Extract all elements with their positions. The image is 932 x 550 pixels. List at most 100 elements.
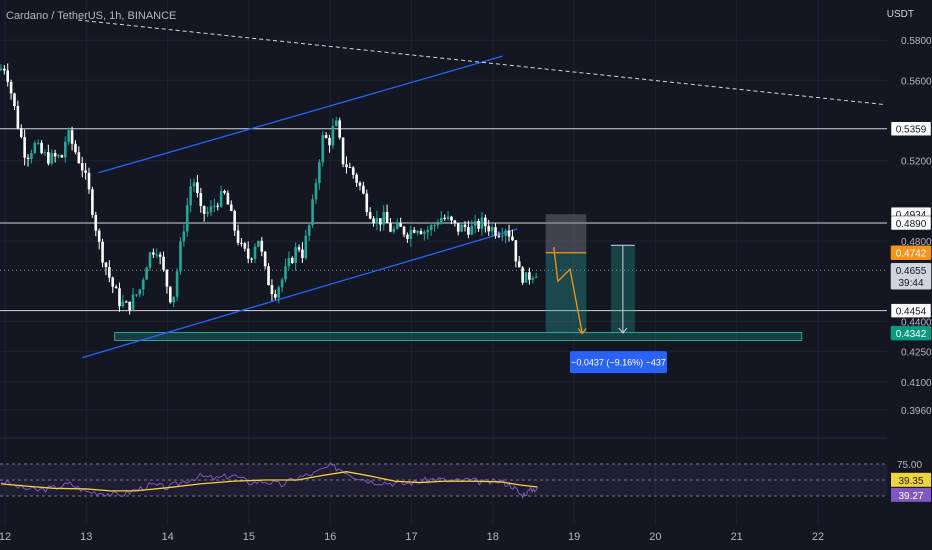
rsi-value-tag <box>891 487 931 502</box>
candle-body <box>484 217 487 227</box>
candle-body <box>348 167 352 169</box>
candle-body <box>284 266 287 280</box>
candle-body <box>233 210 236 231</box>
candle-body <box>94 214 98 231</box>
short-position-tool[interactable] <box>545 214 587 335</box>
candle-body <box>440 217 443 224</box>
support-zone-box <box>114 332 803 342</box>
candle-body <box>257 240 260 247</box>
time-tick-label: 13 <box>80 531 92 543</box>
candle-body <box>274 294 277 298</box>
candle-body <box>304 235 308 258</box>
candle-body <box>351 167 355 175</box>
candle-body <box>13 93 16 107</box>
candle-body <box>480 217 484 229</box>
candle-body <box>297 247 301 250</box>
price-tick-label: 0.5200 <box>901 157 932 168</box>
candle-body <box>118 288 121 307</box>
price-tag-target <box>890 325 932 341</box>
rsi-value: 39.27 <box>898 491 923 502</box>
candle-body <box>358 182 362 186</box>
candle-body <box>307 225 311 236</box>
price-tag-level <box>890 215 932 231</box>
dashed-trendline <box>78 19 884 105</box>
time-tick-label: 20 <box>649 531 661 543</box>
candle-body <box>70 130 74 144</box>
candle-body <box>328 137 331 146</box>
time-tick-label: 21 <box>731 531 743 543</box>
candle-body <box>179 241 182 272</box>
projection-arrow-head <box>577 328 587 335</box>
candle-body <box>331 125 335 146</box>
candle-body <box>202 206 206 214</box>
candle-body <box>148 252 152 268</box>
candle-body <box>108 267 111 278</box>
time-axis[interactable]: 12 13 14 15 16 17 18 19 20 21 22 <box>0 531 824 543</box>
candle-body <box>460 224 463 232</box>
trendlines[interactable] <box>78 19 884 359</box>
candle-body <box>385 212 389 224</box>
price-tag-label: 0.5359 <box>896 125 927 136</box>
candle-body <box>141 279 145 290</box>
candle-body <box>43 152 47 154</box>
measure-arrow-head <box>618 327 628 334</box>
candle-countdown: 39:44 <box>898 278 923 289</box>
currency-label: USDT <box>886 9 914 20</box>
candle-body <box>131 294 135 311</box>
candle-body <box>507 230 511 237</box>
candle-body <box>236 230 240 243</box>
candle-body <box>318 162 321 184</box>
candle-body <box>9 81 13 94</box>
price-tag-label: 0.4934 <box>896 210 927 221</box>
candle-body <box>531 277 535 280</box>
measure-tool[interactable]: −0.0437 (−9.16%) −437 <box>570 244 667 374</box>
candle-body <box>412 229 416 233</box>
candle-body <box>23 137 26 158</box>
candle-body <box>30 152 33 159</box>
price-tick-label: 0.4400 <box>901 317 932 328</box>
candle-body <box>0 68 3 71</box>
candle-body <box>104 262 108 268</box>
price-axis[interactable]: 0.5800 0.5600 0.5200 0.4800 0.4400 0.4250 0.41… <box>890 36 932 503</box>
candle-body <box>514 240 518 262</box>
candle-body <box>311 199 314 226</box>
candle-body <box>294 247 297 263</box>
candle-body <box>382 212 386 225</box>
price-tag-last <box>890 262 932 290</box>
time-tick-label: 19 <box>568 531 580 543</box>
candle-body <box>50 153 54 164</box>
candle-body <box>172 296 175 303</box>
candle-body <box>521 267 524 283</box>
candle-body <box>389 223 392 232</box>
price-tag-support <box>890 303 932 318</box>
candle-body <box>3 68 6 71</box>
candle-body <box>487 226 491 232</box>
candle-body <box>399 223 402 227</box>
candle-body <box>473 220 477 226</box>
candle-body <box>111 277 115 287</box>
price-tag-entry <box>890 245 932 260</box>
candle-body <box>16 106 20 129</box>
candle-body <box>169 286 172 303</box>
candle-body <box>189 186 192 206</box>
candle-body <box>124 301 128 303</box>
candle-body <box>446 216 450 220</box>
candle-body <box>260 240 264 252</box>
candle-body <box>429 225 433 230</box>
candle-body <box>324 135 328 138</box>
candle-body <box>97 230 101 242</box>
candle-body <box>162 256 165 270</box>
horizontal-levels[interactable] <box>0 128 887 312</box>
candle-body <box>345 164 348 168</box>
time-tick-label: 16 <box>324 531 336 543</box>
candle-body <box>270 285 274 295</box>
candle-body <box>423 232 426 234</box>
time-tick-label: 18 <box>487 531 499 543</box>
candle-body <box>355 174 358 183</box>
candle-body <box>165 269 169 287</box>
candle-body <box>419 231 423 234</box>
symbol-title[interactable]: Cardano / TetherUS, 1h, BINANCE <box>6 10 177 22</box>
candle-body <box>463 224 467 228</box>
rsi-pane <box>0 462 887 500</box>
